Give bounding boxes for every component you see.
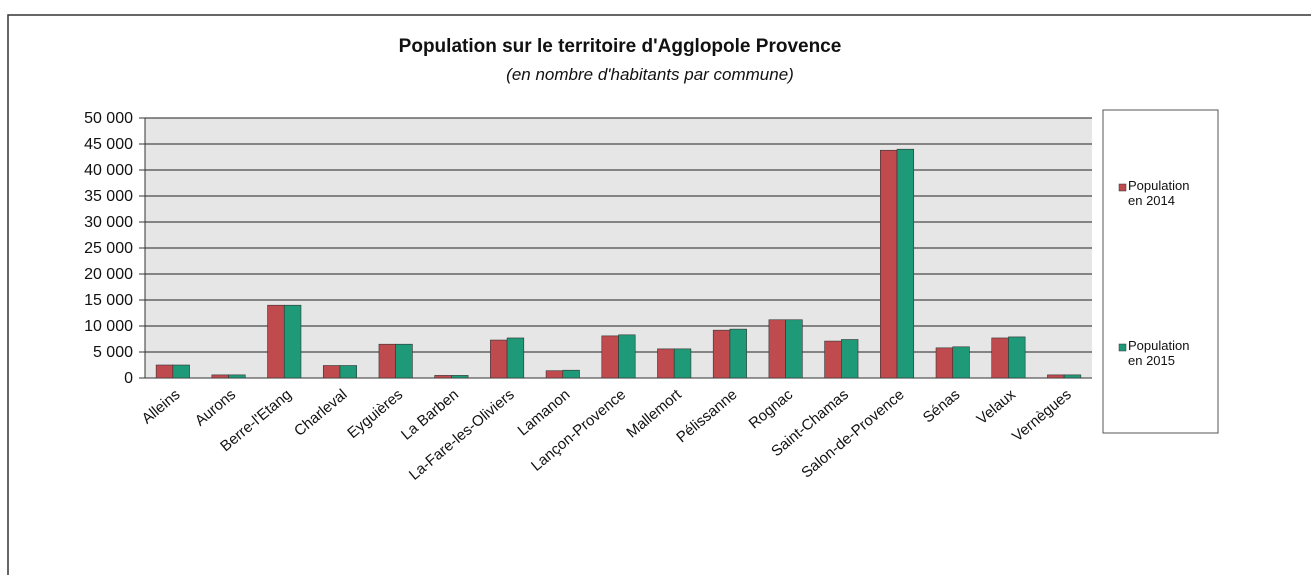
bar <box>228 374 246 379</box>
bar <box>267 304 285 379</box>
y-tick-label: 10 000 <box>84 318 133 335</box>
bar <box>545 370 564 379</box>
frame <box>7 14 1311 575</box>
chart-title: Population sur le territoire d'Agglopole… <box>399 36 842 57</box>
bar <box>322 365 341 379</box>
x-tick-label: Pélissanne <box>673 386 740 446</box>
bar <box>880 149 898 379</box>
y-tick-label: 0 <box>124 370 133 387</box>
legend-swatch <box>1118 183 1127 192</box>
y-tick-label: 30 000 <box>84 214 133 231</box>
bar <box>490 339 508 379</box>
bar <box>768 319 786 379</box>
y-tick-label: 20 000 <box>84 266 133 283</box>
bar <box>172 364 190 379</box>
bar <box>155 364 174 379</box>
y-tick-label: 35 000 <box>84 188 133 205</box>
legend-swatch <box>1118 343 1127 352</box>
bar <box>824 340 842 379</box>
x-tick-label: Vernègues <box>1009 386 1075 445</box>
bar <box>395 343 413 379</box>
x-tick-label: Aurons <box>192 386 239 430</box>
x-tick-label: La-Fare-les-Oliviers <box>406 386 518 484</box>
x-tick-label: Alleins <box>139 386 184 427</box>
bar <box>991 337 1009 379</box>
bar <box>562 369 580 379</box>
bar <box>434 375 452 379</box>
legend-label: Population en 2015 <box>1128 338 1190 368</box>
bar <box>841 339 859 379</box>
x-tick-label: Sénas <box>920 386 964 426</box>
x-tick-label: Velaux <box>974 386 1020 428</box>
y-tick-label: 50 000 <box>84 110 133 127</box>
bar <box>618 334 636 379</box>
bar <box>657 348 675 379</box>
bar <box>601 335 619 379</box>
legend-label: Population en 2014 <box>1128 178 1190 208</box>
x-tick-label: Charleval <box>291 386 350 440</box>
y-tick-label: 45 000 <box>84 136 133 153</box>
bar <box>1063 374 1082 379</box>
x-tick-label: Lançon-Provence <box>528 386 629 475</box>
y-tick-label: 15 000 <box>84 292 133 309</box>
bar <box>896 148 915 379</box>
bar <box>952 346 970 379</box>
legend-box <box>1102 109 1219 434</box>
bar <box>451 375 469 379</box>
bar <box>712 329 731 379</box>
bar <box>283 304 302 379</box>
bar <box>785 319 803 379</box>
bar <box>506 337 525 379</box>
bar <box>673 348 692 379</box>
y-tick-label: 25 000 <box>84 240 133 257</box>
y-tick-label: 5 000 <box>93 344 133 361</box>
x-tick-label: Salon-de-Provence <box>798 386 907 482</box>
chart-subtitle: (en nombre d'habitants par commune) <box>506 65 794 84</box>
bar <box>339 365 357 379</box>
bar <box>1047 374 1065 379</box>
bar <box>211 374 229 379</box>
x-tick-label: Rognac <box>746 386 797 433</box>
y-tick-label: 40 000 <box>84 162 133 179</box>
bar <box>729 328 747 379</box>
bar <box>378 343 396 379</box>
bar <box>935 347 954 379</box>
x-tick-label: Eyguières <box>344 386 406 442</box>
bar <box>1008 336 1026 379</box>
